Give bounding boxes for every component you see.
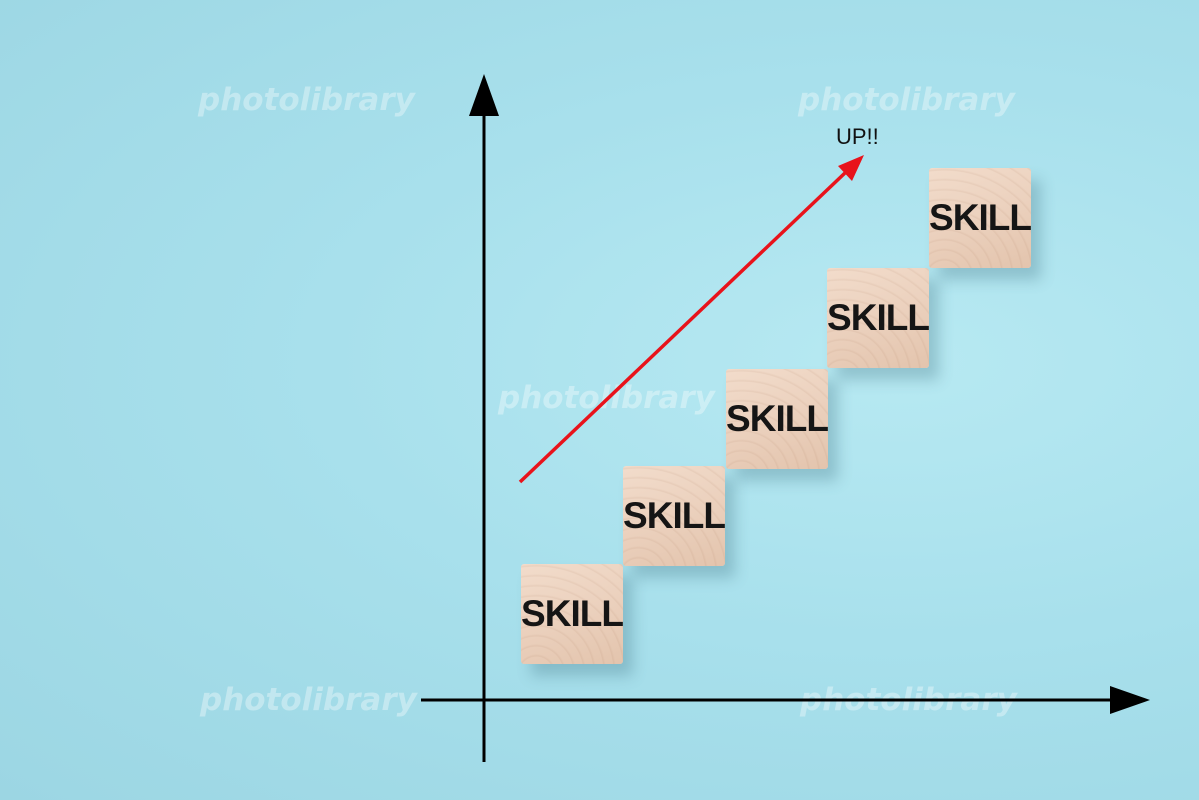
skill-label: SKILL <box>726 398 828 439</box>
skill-label: SKILL <box>929 197 1031 238</box>
skill-block-1: SKILL <box>521 564 623 664</box>
watermark: photolibrary <box>798 82 1015 118</box>
red-arrow-head <box>838 155 864 181</box>
y-axis-arrowhead <box>469 74 499 116</box>
red-arrow-line <box>518 170 848 484</box>
skill-block-2: SKILL <box>623 466 725 566</box>
skill-label: SKILL <box>827 297 929 338</box>
up-annotation: UP!! <box>836 124 879 149</box>
skill-block-3: SKILL <box>726 369 828 469</box>
watermark: photolibrary <box>200 682 417 718</box>
skill-block-4: SKILL <box>827 268 929 368</box>
watermark: photolibrary <box>198 82 415 118</box>
skill-block-5: SKILL <box>929 168 1031 268</box>
skill-label: SKILL <box>623 495 725 536</box>
x-axis-arrowhead <box>1110 686 1150 714</box>
skill-label: SKILL <box>521 593 623 634</box>
